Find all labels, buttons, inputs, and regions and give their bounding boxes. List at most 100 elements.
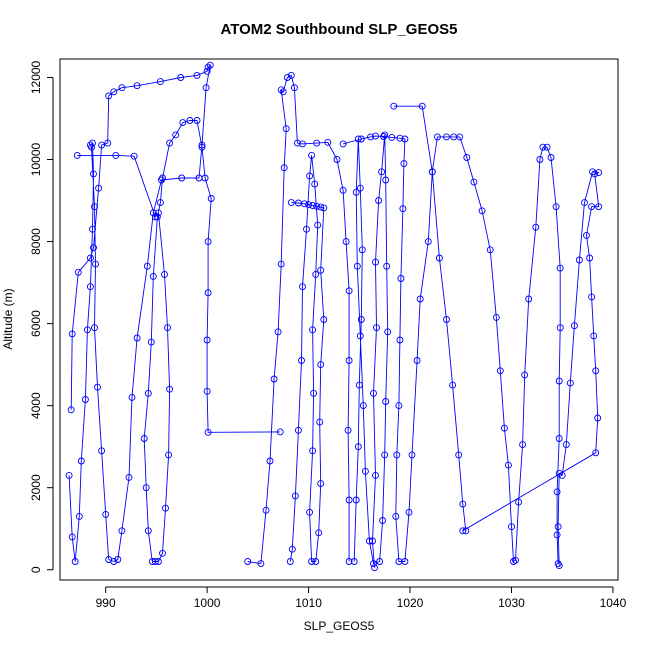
data-point bbox=[399, 205, 407, 213]
data-point bbox=[244, 558, 252, 565]
data-point bbox=[372, 132, 379, 140]
data-point bbox=[283, 74, 291, 81]
series-6 bbox=[350, 131, 392, 572]
data-point bbox=[86, 141, 94, 149]
data-point bbox=[358, 246, 366, 254]
series-4 bbox=[286, 151, 328, 565]
data-point bbox=[397, 275, 405, 282]
data-point bbox=[294, 426, 302, 434]
data-point bbox=[309, 202, 317, 209]
series-layer bbox=[65, 61, 603, 572]
x-tick-label: 1040 bbox=[600, 596, 627, 610]
data-point bbox=[158, 176, 165, 184]
x-tick-label: 1000 bbox=[194, 596, 221, 610]
series-line bbox=[289, 154, 325, 562]
data-point bbox=[277, 260, 285, 268]
data-point bbox=[353, 262, 361, 270]
data-point bbox=[455, 451, 463, 459]
data-point bbox=[195, 174, 203, 182]
data-point bbox=[266, 457, 274, 465]
data-point bbox=[345, 357, 353, 364]
data-point bbox=[303, 225, 310, 233]
data-point bbox=[306, 508, 314, 516]
data-point bbox=[68, 533, 76, 541]
data-point bbox=[401, 135, 409, 143]
data-point bbox=[73, 151, 81, 159]
data-point bbox=[449, 381, 457, 389]
data-point bbox=[178, 174, 186, 182]
data-point bbox=[279, 88, 287, 96]
data-point bbox=[144, 389, 152, 397]
data-point bbox=[435, 254, 443, 262]
data-point bbox=[508, 523, 515, 531]
data-point bbox=[67, 406, 75, 414]
data-point bbox=[312, 558, 320, 565]
data-point bbox=[274, 328, 282, 336]
data-point bbox=[140, 435, 148, 442]
data-point bbox=[305, 201, 313, 209]
data-point bbox=[312, 270, 320, 278]
data-point bbox=[555, 377, 563, 385]
data-point bbox=[345, 287, 353, 295]
data-point bbox=[287, 199, 295, 207]
data-point bbox=[492, 313, 500, 321]
data-point bbox=[203, 67, 211, 75]
x-axis: 990 1000 1010 1020 1030 1040 bbox=[96, 586, 627, 610]
data-point bbox=[204, 63, 212, 71]
data-point bbox=[581, 199, 588, 207]
data-point bbox=[105, 92, 113, 100]
data-point bbox=[390, 102, 398, 110]
data-point bbox=[262, 506, 270, 514]
data-point bbox=[151, 558, 159, 565]
data-point bbox=[339, 186, 347, 194]
data-point bbox=[172, 131, 180, 139]
data-point bbox=[310, 389, 318, 397]
series-1 bbox=[73, 117, 284, 565]
data-point bbox=[342, 238, 350, 246]
x-tick-label: 1020 bbox=[397, 596, 424, 610]
data-point bbox=[203, 336, 211, 344]
data-point bbox=[110, 88, 118, 96]
data-point bbox=[381, 451, 389, 459]
data-point bbox=[153, 213, 161, 221]
data-point bbox=[443, 316, 450, 323]
data-point bbox=[317, 361, 325, 369]
data-point bbox=[89, 225, 96, 233]
data-point bbox=[299, 283, 306, 291]
data-point bbox=[562, 441, 570, 449]
data-point bbox=[500, 424, 508, 432]
data-point bbox=[369, 537, 376, 545]
data-point bbox=[204, 238, 212, 246]
data-point bbox=[496, 367, 504, 375]
data-point bbox=[207, 195, 215, 202]
data-point bbox=[378, 168, 386, 176]
data-point bbox=[395, 402, 403, 410]
data-point bbox=[416, 295, 424, 303]
data-point bbox=[92, 260, 99, 268]
data-point bbox=[317, 266, 325, 274]
data-point bbox=[90, 170, 97, 178]
data-point bbox=[555, 469, 563, 477]
data-point bbox=[367, 133, 374, 141]
data-point bbox=[413, 357, 421, 364]
series-line bbox=[393, 105, 467, 531]
data-point bbox=[105, 556, 113, 563]
data-point bbox=[595, 203, 603, 211]
data-point bbox=[470, 178, 478, 186]
data-point bbox=[359, 402, 367, 410]
data-point bbox=[128, 393, 136, 401]
data-point bbox=[370, 560, 377, 568]
data-point bbox=[324, 138, 332, 146]
data-point bbox=[380, 133, 388, 140]
data-point bbox=[408, 451, 416, 459]
data-point bbox=[478, 207, 486, 215]
data-point bbox=[515, 498, 523, 506]
data-point bbox=[512, 556, 519, 564]
data-point bbox=[290, 84, 298, 92]
data-point bbox=[566, 379, 574, 387]
data-point bbox=[144, 527, 152, 535]
data-point bbox=[186, 117, 194, 124]
data-point bbox=[519, 441, 527, 449]
data-point bbox=[365, 537, 373, 545]
data-point bbox=[270, 375, 278, 383]
